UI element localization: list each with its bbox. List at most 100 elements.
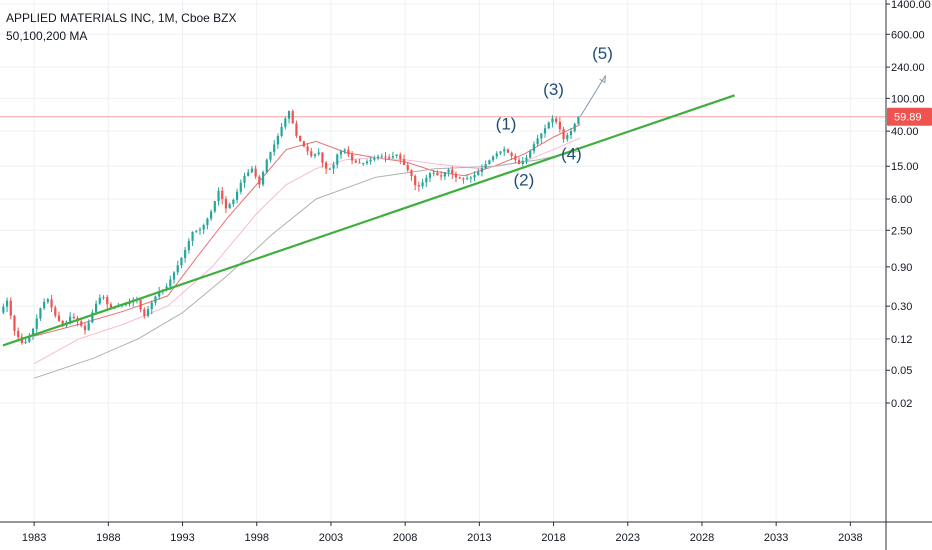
candle-body <box>332 164 335 169</box>
candle-body <box>543 128 547 134</box>
ma-line-50 <box>33 124 581 337</box>
candle-body <box>536 138 539 145</box>
candle-body <box>139 299 142 310</box>
candle-body <box>69 316 72 323</box>
candle-body <box>399 154 402 160</box>
candle-body <box>499 151 502 154</box>
time-tick-label: 2028 <box>690 532 714 544</box>
candle-body <box>462 178 465 180</box>
candle-body <box>317 152 320 155</box>
price-tick-label: 0.12 <box>891 334 912 346</box>
candle-body <box>265 159 268 173</box>
candle-body <box>80 321 83 326</box>
candle-body <box>414 176 417 186</box>
grid-lines <box>0 0 886 522</box>
candle-body <box>54 307 57 316</box>
candle-body <box>280 126 283 136</box>
price-tick-label: 1400.00 <box>891 0 931 11</box>
candle-body <box>325 162 328 169</box>
candle-body <box>273 144 276 153</box>
candle-body <box>562 129 565 140</box>
time-tick-label: 2003 <box>319 532 343 544</box>
candle-body <box>124 304 127 306</box>
projection-line <box>579 75 606 117</box>
candle-body <box>491 156 495 161</box>
candle-body <box>213 201 216 212</box>
candle-body <box>488 160 491 165</box>
candle-body <box>61 320 64 326</box>
time-tick-label: 2023 <box>616 532 640 544</box>
candle-body <box>228 204 231 209</box>
candle-body <box>24 341 27 344</box>
candle-body <box>521 160 524 164</box>
candle-body <box>436 172 439 176</box>
candle-body <box>72 316 75 319</box>
candle-body <box>551 118 554 123</box>
price-candles <box>2 109 580 345</box>
candle-body <box>261 172 265 185</box>
candle-body <box>150 302 153 310</box>
candle-body <box>221 190 224 200</box>
candle-body <box>369 159 372 162</box>
candle-body <box>466 178 469 180</box>
candle-body <box>577 116 580 124</box>
candle-body <box>321 152 324 163</box>
candle-body <box>165 286 168 290</box>
price-tick-label: 0.30 <box>891 301 912 313</box>
wave-label: (5) <box>592 44 613 63</box>
candle-body <box>388 157 391 159</box>
price-tick-label: 2.50 <box>891 225 912 237</box>
candle-body <box>291 111 294 124</box>
candle-body <box>187 240 190 251</box>
wave-label: (4) <box>561 145 582 164</box>
candle-body <box>417 185 420 187</box>
candle-body <box>232 199 235 205</box>
candle-body <box>425 177 428 183</box>
candle-body <box>362 163 365 165</box>
candle-body <box>313 154 317 156</box>
candle-body <box>477 171 480 175</box>
candle-body <box>406 164 409 171</box>
candle-body <box>9 300 12 316</box>
candle-body <box>31 328 35 336</box>
candle-body <box>184 250 187 259</box>
candle-body <box>284 118 287 127</box>
candle-body <box>13 315 16 331</box>
candle-body <box>343 149 346 152</box>
candle-body <box>428 173 432 178</box>
candle-body <box>402 159 406 165</box>
wave-label: (2) <box>513 170 534 189</box>
candle-body <box>146 309 150 316</box>
candle-body <box>540 133 543 139</box>
candle-body <box>206 218 209 226</box>
ma-line-200 <box>33 150 581 379</box>
candle-body <box>210 211 213 219</box>
candle-body <box>443 172 446 177</box>
chart-legend: APPLIED MATERIALS INC, 1M, Cboe BZX 50,1… <box>6 9 237 45</box>
price-tick-label: 40.00 <box>891 126 919 138</box>
candle-body <box>176 265 179 273</box>
candle-body <box>495 153 498 157</box>
wave-label: (1) <box>496 114 517 133</box>
candle-body <box>336 154 339 165</box>
projection-arrowhead <box>599 75 607 84</box>
candle-body <box>28 335 31 342</box>
candle-body <box>299 135 302 142</box>
candle-body <box>98 297 101 304</box>
candle-body <box>35 318 38 329</box>
candle-body <box>421 182 424 187</box>
candle-body <box>454 173 458 178</box>
time-tick-label: 2018 <box>541 532 565 544</box>
candle-body <box>517 159 521 164</box>
chart-title: APPLIED MATERIALS INC, 1M, Cboe BZX <box>6 11 237 25</box>
candle-body <box>547 122 550 129</box>
candle-body <box>217 190 220 202</box>
candle-body <box>287 111 291 119</box>
time-tick-label: 2013 <box>467 532 491 544</box>
price-badge-label: 59.89 <box>894 112 922 124</box>
wave-label: (3) <box>543 80 564 99</box>
candle-body <box>458 177 461 179</box>
candle-body <box>109 304 113 309</box>
price-tick-label: 0.05 <box>891 365 912 377</box>
